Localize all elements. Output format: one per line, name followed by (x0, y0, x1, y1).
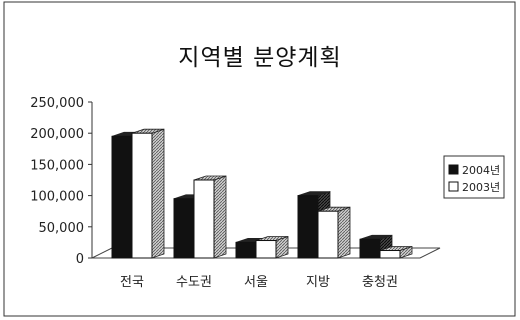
x-tick-label: 지방 (306, 275, 330, 290)
bar-side (337, 206, 351, 259)
bar (111, 135, 133, 259)
x-tick-label: 전국 (120, 275, 144, 290)
y-tick-label: 50,000 (39, 221, 85, 236)
bar-side (213, 175, 227, 259)
bar (131, 132, 153, 259)
y-tick-label: 0 (76, 252, 84, 267)
bar (235, 241, 257, 259)
bar (173, 198, 195, 259)
y-tick-label: 200,000 (30, 127, 84, 142)
legend-swatch (448, 164, 459, 175)
chart-title: 지역별 분양계획 (178, 45, 342, 71)
x-tick-label: 서울 (244, 275, 268, 290)
bar (379, 250, 401, 259)
bar (193, 179, 215, 259)
legend-label: 2003년 (462, 181, 500, 194)
bar (297, 195, 319, 259)
legend-label: 2004년 (462, 164, 500, 177)
plot-frame-border (3, 1, 516, 317)
x-tick-label: 수도권 (176, 275, 212, 290)
bar (359, 238, 381, 259)
y-tick-label: 150,000 (30, 158, 84, 173)
bar-side (151, 128, 165, 259)
legend-swatch (448, 181, 459, 192)
x-tick-label: 충청권 (362, 275, 398, 290)
y-tick-label: 250,000 (30, 96, 84, 111)
bar (317, 210, 339, 259)
y-tick-label: 100,000 (30, 190, 84, 205)
bar (255, 240, 277, 259)
